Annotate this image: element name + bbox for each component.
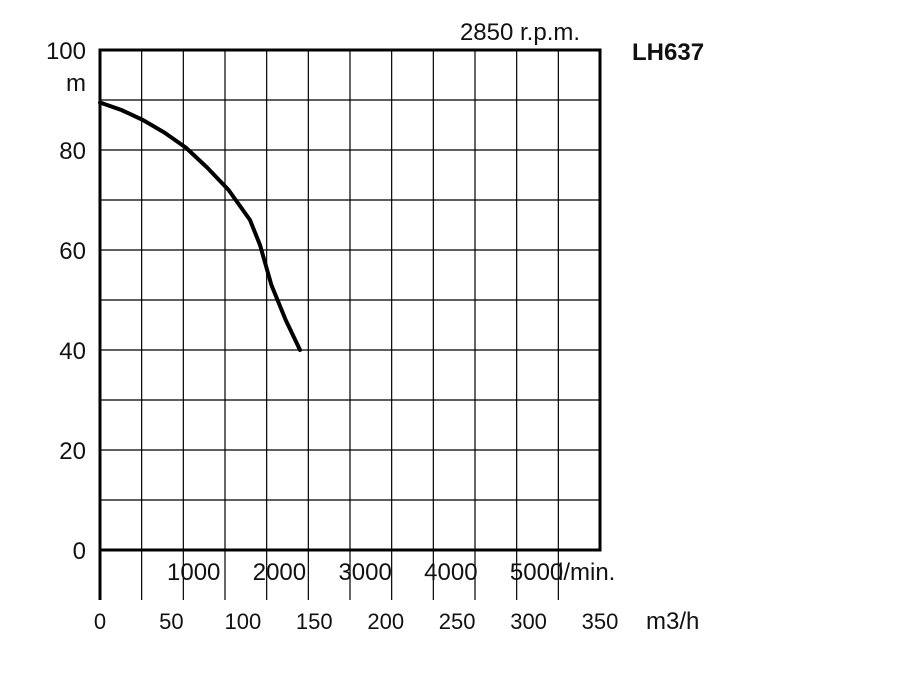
lmin-tick-labels: 1000 2000 3000 4000 5000	[167, 559, 563, 586]
y-tick-label: 0	[73, 538, 86, 565]
x-tick-label: 250	[439, 609, 476, 634]
y-tick-label: 20	[59, 438, 86, 465]
y-axis-unit: m	[66, 70, 86, 97]
y-tick-label: 100	[46, 38, 86, 65]
x-tick-label: 200	[367, 609, 404, 634]
x-axis-unit: m3/h	[646, 608, 699, 635]
chart-grid	[98, 50, 600, 600]
model-title: LH637	[632, 39, 704, 66]
head-flow-curve	[98, 100, 302, 352]
x-tick-labels: 0 50 100 150 200 250 300 350	[94, 609, 618, 634]
x-tick-label: 350	[582, 609, 619, 634]
x-tick-label: 100	[224, 609, 261, 634]
lmin-tick-label: 5000	[510, 559, 563, 586]
lmin-tick-label: 3000	[338, 559, 391, 586]
lmin-tick-label: 4000	[424, 559, 477, 586]
speed-label: 2850 r.p.m.	[460, 19, 580, 46]
y-tick-label: 80	[59, 138, 86, 165]
lmin-axis-unit: l/min.	[558, 559, 615, 586]
x-tick-label: 300	[510, 609, 547, 634]
lmin-tick-label: 1000	[167, 559, 220, 586]
lmin-tick-label: 2000	[253, 559, 306, 586]
x-tick-label: 50	[159, 609, 183, 634]
x-tick-label: 0	[94, 609, 106, 634]
y-tick-labels: 0 20 40 60 80 100	[46, 38, 86, 565]
y-tick-label: 40	[59, 338, 86, 365]
y-tick-label: 60	[59, 238, 86, 265]
x-tick-label: 150	[296, 609, 333, 634]
